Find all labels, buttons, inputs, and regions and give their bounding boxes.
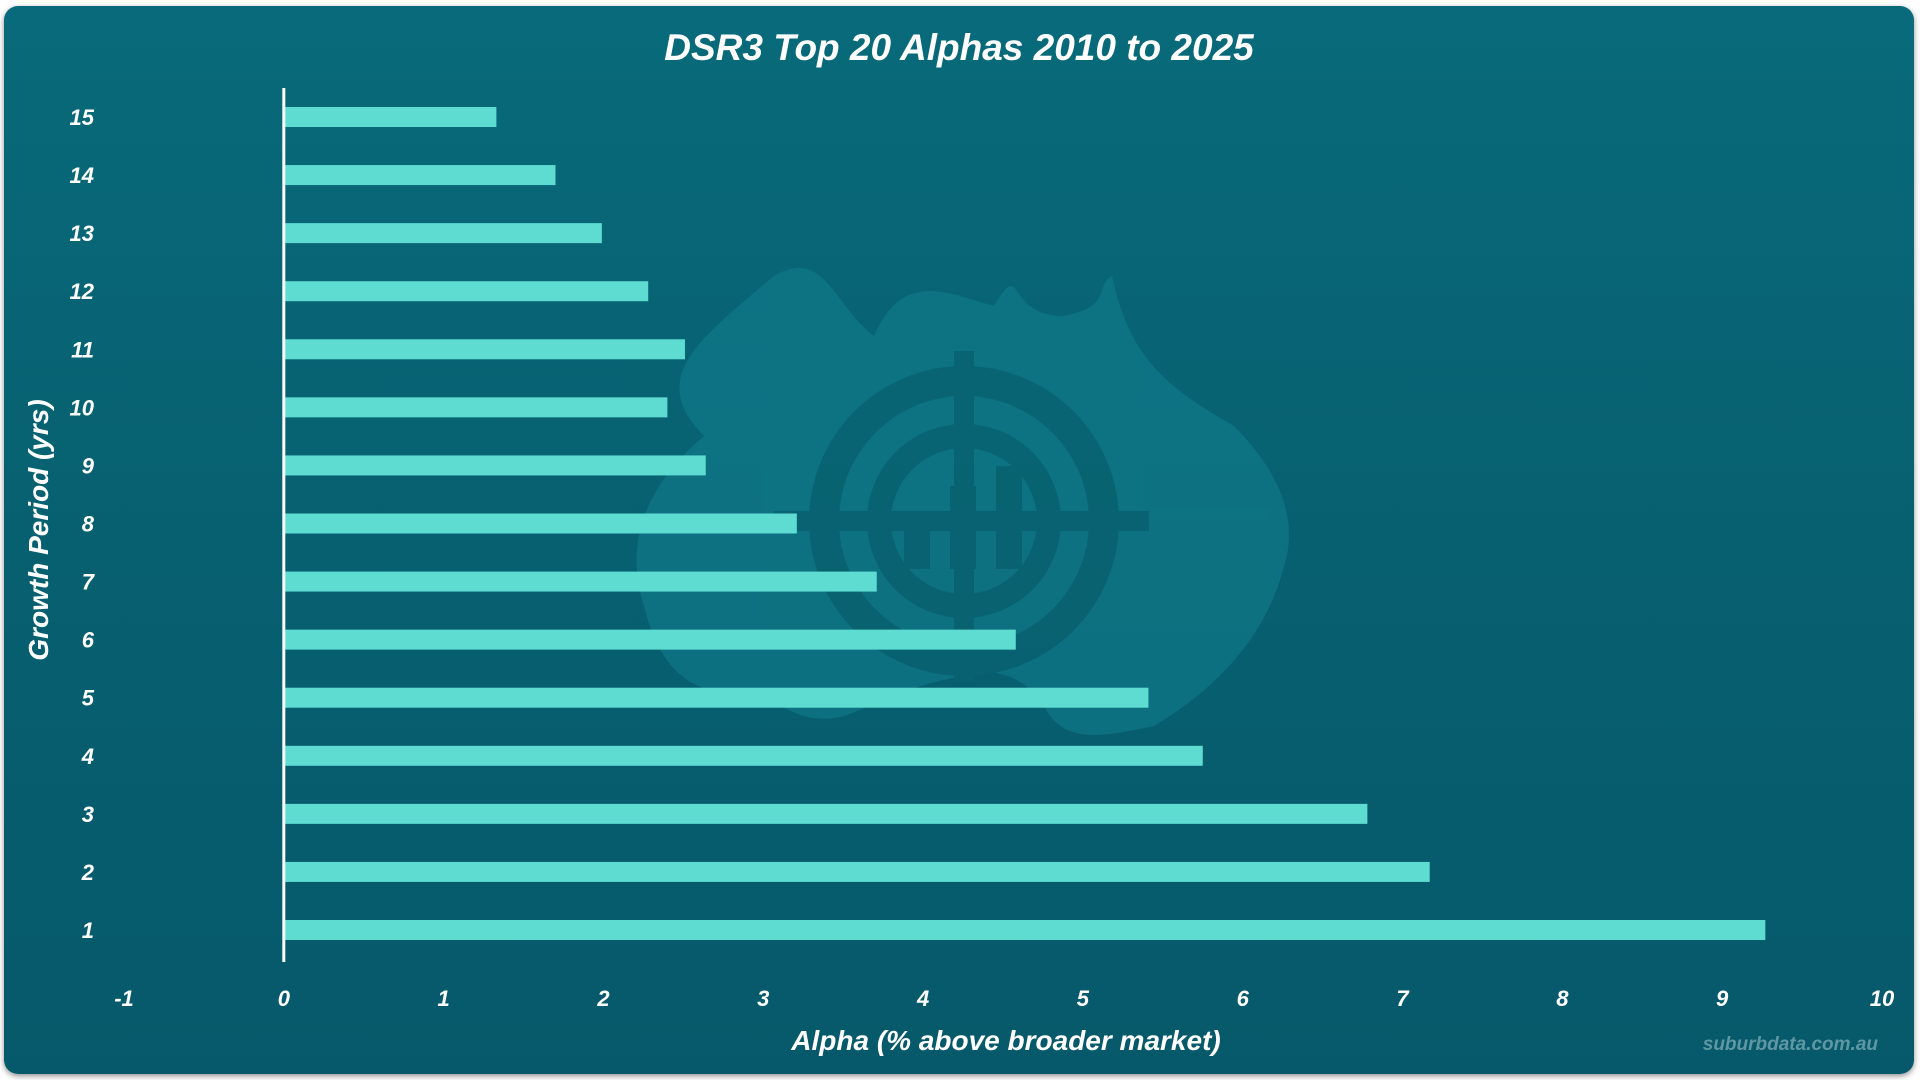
x-tick-label: 9 — [1716, 986, 1729, 1011]
y-axis-label: Growth Period (yrs) — [23, 399, 54, 660]
bar-15 — [283, 107, 497, 127]
y-tick-label-7: 7 — [82, 570, 96, 595]
x-tick-label: 10 — [1870, 986, 1895, 1011]
y-tick-label-9: 9 — [82, 453, 95, 478]
y-tick-label-11: 11 — [71, 337, 94, 362]
y-tick-label-14: 14 — [70, 163, 94, 188]
bars-group — [283, 107, 1766, 940]
bar-11 — [283, 339, 685, 360]
y-tick-label-8: 8 — [82, 512, 95, 537]
y-tick-label-6: 6 — [82, 628, 95, 653]
y-tick-label-13: 13 — [70, 221, 94, 246]
x-tick-label: 3 — [757, 986, 769, 1011]
bar-12 — [283, 281, 649, 302]
bar-13 — [283, 223, 602, 244]
x-tick-label: 2 — [596, 986, 610, 1011]
y-tick-label-10: 10 — [70, 395, 95, 420]
y-tick-label-15: 15 — [70, 105, 95, 130]
x-tick-label: 6 — [1237, 986, 1250, 1011]
bar-2 — [283, 861, 1430, 882]
y-tick-label-4: 4 — [81, 744, 94, 769]
watermark-text: suburbdata.com.au — [1703, 1034, 1879, 1055]
x-tick-labels: -1 0 1 2 3 4 5 6 7 8 9 10 — [114, 986, 1895, 1011]
y-tick-label-12: 12 — [70, 279, 95, 304]
x-tick-label: 0 — [278, 986, 291, 1011]
y-tick-label-1: 1 — [82, 918, 94, 943]
chart-title: DSR3 Top 20 Alphas 2010 to 2025 — [664, 27, 1255, 68]
bar-10 — [283, 397, 668, 418]
bar-9 — [283, 455, 706, 476]
chart-svg: DSR3 Top 20 Alphas 2010 to 2025 12345678… — [23, 27, 1895, 1056]
x-tick-label: 1 — [438, 986, 450, 1011]
x-tick-label: 8 — [1556, 986, 1569, 1011]
y-tick-label-5: 5 — [82, 686, 95, 711]
bar-7 — [283, 571, 877, 592]
x-tick-label: -1 — [114, 986, 134, 1011]
bar-5 — [283, 687, 1149, 708]
y-tick-label-2: 2 — [81, 860, 95, 885]
bar-1 — [283, 920, 1766, 940]
x-tick-label: 7 — [1396, 986, 1410, 1011]
x-axis-label: Alpha (% above broader market) — [790, 1025, 1220, 1056]
x-tick-label: 5 — [1077, 986, 1090, 1011]
bar-14 — [283, 165, 556, 186]
x-tick-label: 4 — [916, 986, 929, 1011]
y-tick-label-3: 3 — [82, 802, 94, 827]
australia-target-logo-icon — [636, 267, 1289, 735]
bar-8 — [283, 513, 797, 534]
bar-3 — [283, 803, 1368, 824]
bar-4 — [283, 745, 1203, 766]
bar-6 — [283, 629, 1016, 650]
